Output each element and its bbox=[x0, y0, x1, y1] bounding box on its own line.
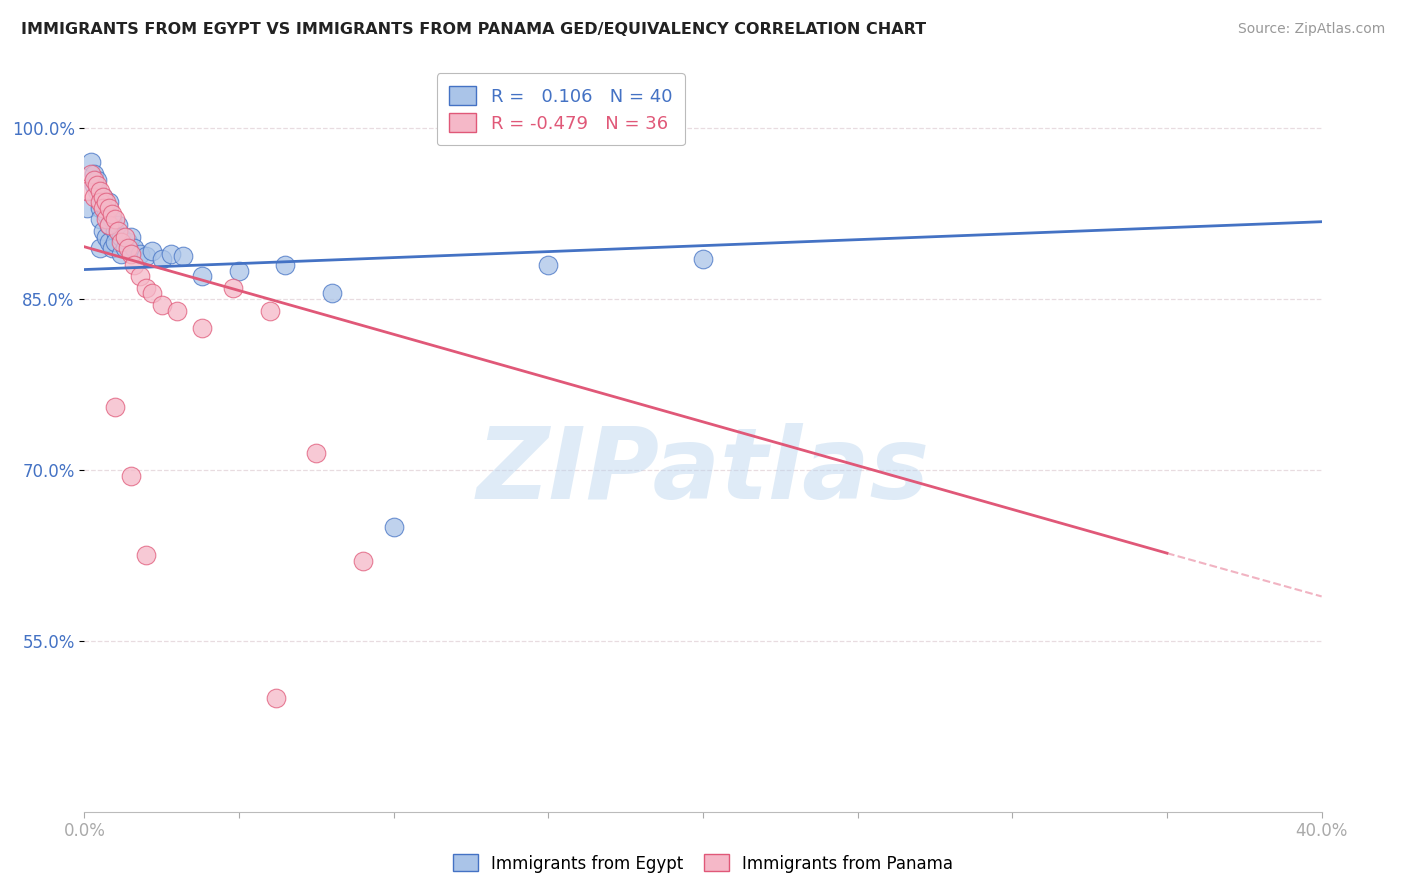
Point bbox=[89, 184, 111, 198]
Point bbox=[91, 189, 114, 203]
Point bbox=[86, 178, 108, 193]
Point bbox=[135, 249, 157, 263]
Point bbox=[228, 263, 250, 277]
Point bbox=[129, 269, 152, 284]
Point bbox=[537, 258, 560, 272]
Point bbox=[94, 212, 117, 227]
Point bbox=[321, 286, 343, 301]
Point bbox=[264, 690, 287, 705]
Point bbox=[76, 201, 98, 215]
Point bbox=[191, 269, 214, 284]
Point bbox=[122, 241, 145, 255]
Point bbox=[98, 218, 121, 232]
Point bbox=[259, 303, 281, 318]
Point bbox=[86, 184, 108, 198]
Point bbox=[83, 189, 105, 203]
Point bbox=[89, 212, 111, 227]
Point bbox=[101, 212, 124, 227]
Point bbox=[150, 298, 173, 312]
Point bbox=[692, 252, 714, 267]
Point bbox=[89, 195, 111, 210]
Point bbox=[104, 401, 127, 415]
Text: ZIPatlas: ZIPatlas bbox=[477, 423, 929, 520]
Point bbox=[107, 224, 129, 238]
Point bbox=[94, 207, 117, 221]
Point bbox=[110, 229, 132, 244]
Point bbox=[160, 246, 183, 260]
Point bbox=[83, 167, 105, 181]
Point bbox=[79, 155, 101, 169]
Point bbox=[122, 258, 145, 272]
Point bbox=[382, 520, 405, 534]
Point bbox=[120, 229, 142, 244]
Point bbox=[91, 224, 114, 238]
Point bbox=[83, 172, 105, 186]
Point bbox=[94, 229, 117, 244]
Point bbox=[166, 303, 188, 318]
Point bbox=[91, 189, 114, 203]
Point bbox=[101, 207, 124, 221]
Point bbox=[79, 167, 101, 181]
Legend: R =   0.106   N = 40, R = -0.479   N = 36: R = 0.106 N = 40, R = -0.479 N = 36 bbox=[436, 73, 685, 145]
Point bbox=[114, 241, 136, 255]
Point bbox=[222, 281, 245, 295]
Point bbox=[104, 224, 127, 238]
Point bbox=[191, 320, 214, 334]
Point bbox=[135, 549, 157, 563]
Point bbox=[107, 218, 129, 232]
Text: Source: ZipAtlas.com: Source: ZipAtlas.com bbox=[1237, 22, 1385, 37]
Point bbox=[110, 235, 132, 250]
Point bbox=[114, 229, 136, 244]
Point bbox=[98, 235, 121, 250]
Point bbox=[141, 244, 163, 259]
Point bbox=[101, 241, 124, 255]
Point bbox=[83, 178, 105, 193]
Point bbox=[120, 246, 142, 260]
Point bbox=[117, 235, 139, 250]
Point bbox=[104, 235, 127, 250]
Point bbox=[141, 286, 163, 301]
Point bbox=[135, 281, 157, 295]
Point bbox=[98, 218, 121, 232]
Point bbox=[89, 241, 111, 255]
Point bbox=[110, 246, 132, 260]
Point bbox=[86, 172, 108, 186]
Point bbox=[305, 446, 328, 460]
Point bbox=[98, 201, 121, 215]
Point bbox=[117, 241, 139, 255]
Point bbox=[150, 252, 173, 267]
Point bbox=[91, 201, 114, 215]
Point bbox=[274, 258, 297, 272]
Point bbox=[172, 249, 194, 263]
Point bbox=[98, 195, 121, 210]
Point bbox=[94, 195, 117, 210]
Point bbox=[120, 468, 142, 483]
Point bbox=[129, 246, 152, 260]
Text: IMMIGRANTS FROM EGYPT VS IMMIGRANTS FROM PANAMA GED/EQUIVALENCY CORRELATION CHAR: IMMIGRANTS FROM EGYPT VS IMMIGRANTS FROM… bbox=[21, 22, 927, 37]
Point bbox=[89, 201, 111, 215]
Point bbox=[352, 554, 374, 568]
Point bbox=[104, 212, 127, 227]
Legend: Immigrants from Egypt, Immigrants from Panama: Immigrants from Egypt, Immigrants from P… bbox=[446, 847, 960, 880]
Point bbox=[76, 184, 98, 198]
